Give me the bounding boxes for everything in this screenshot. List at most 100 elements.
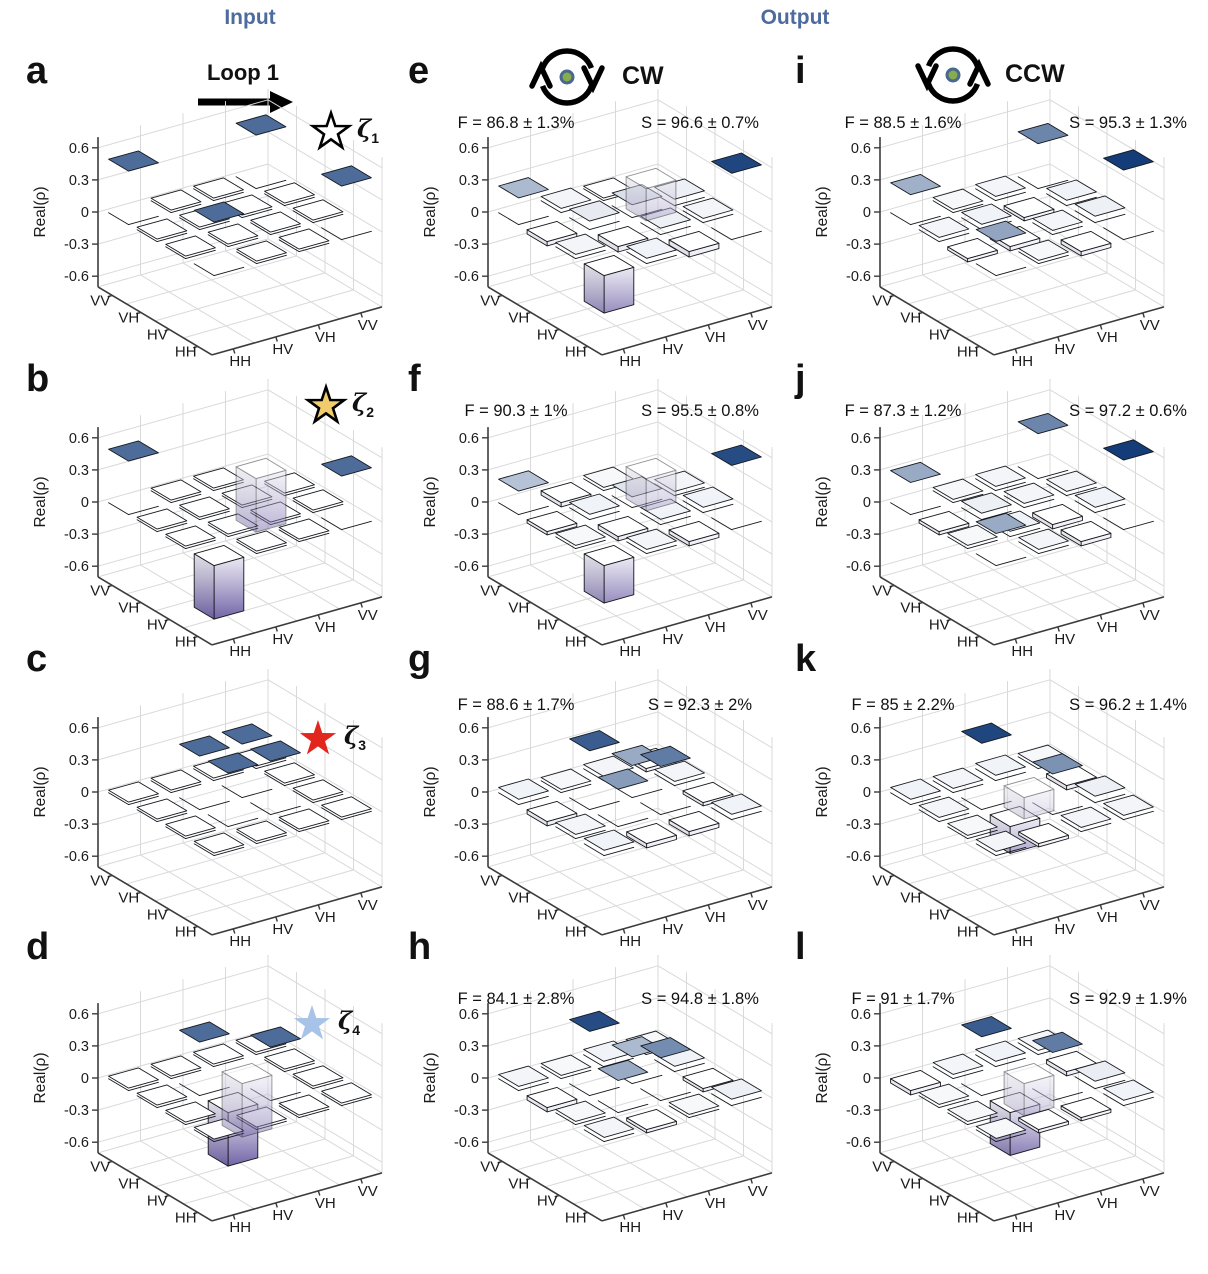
- svg-text:-0.6: -0.6: [64, 849, 89, 865]
- svg-text:VV: VV: [1140, 317, 1160, 334]
- similarity-label-i: S = 95.3 ± 1.3%: [1069, 114, 1187, 132]
- svg-text:HH: HH: [565, 923, 587, 940]
- svg-text:0: 0: [81, 205, 89, 221]
- svg-text:HH: HH: [229, 643, 251, 660]
- svg-text:Real(ρ): Real(ρ): [814, 186, 831, 237]
- svg-text:0.6: 0.6: [459, 721, 479, 737]
- tomography-chart-e: 0.6 0.3 0 -0.3 -0.6 HH HH HV HV VH VH VV VV Real(ρ): [422, 89, 773, 370]
- zeta-glyph: ζ: [338, 1006, 353, 1035]
- tomography-chart-d: 0.6 0.3 0 -0.3 -0.6 HH HH HV HV VH VH VV VV Real(ρ): [32, 955, 383, 1236]
- svg-text:Real(ρ): Real(ρ): [32, 476, 49, 527]
- svg-text:HH: HH: [175, 343, 197, 360]
- svg-text:VH: VH: [1097, 1195, 1118, 1212]
- svg-text:0.3: 0.3: [69, 1039, 89, 1055]
- svg-text:HV: HV: [537, 1192, 558, 1209]
- svg-text:0.3: 0.3: [69, 463, 89, 479]
- svg-text:-0.3: -0.3: [846, 817, 871, 833]
- tomography-chart-b: 0.6 0.3 0 -0.3 -0.6 HH HH HV HV VH VH VV VV Real(ρ): [32, 379, 383, 660]
- zeta-subscript: 3: [358, 736, 367, 753]
- svg-text:-0.6: -0.6: [846, 559, 871, 575]
- svg-text:Real(ρ): Real(ρ): [32, 1052, 49, 1103]
- svg-text:0: 0: [81, 785, 89, 801]
- svg-text:0.6: 0.6: [69, 141, 89, 157]
- svg-text:HV: HV: [147, 326, 168, 343]
- svg-text:-0.6: -0.6: [454, 1135, 479, 1151]
- svg-text:0.6: 0.6: [69, 431, 89, 447]
- svg-text:Real(ρ): Real(ρ): [422, 186, 439, 237]
- svg-text:VH: VH: [315, 619, 336, 636]
- svg-text:0: 0: [863, 205, 871, 221]
- svg-text:HH: HH: [619, 643, 641, 660]
- svg-text:VH: VH: [508, 889, 529, 906]
- svg-text:HV: HV: [929, 616, 950, 633]
- panel-letter-b: b: [26, 358, 50, 400]
- svg-text:HH: HH: [175, 923, 197, 940]
- tomography-chart-g: 0.6 0.3 0 -0.3 -0.6 HH HH HV HV VH VH VV VV Real(ρ): [422, 669, 773, 950]
- svg-text:VH: VH: [900, 1175, 921, 1192]
- svg-text:VH: VH: [118, 1175, 139, 1192]
- svg-text:VV: VV: [358, 317, 378, 334]
- svg-text:VV: VV: [90, 292, 110, 309]
- fidelity-label-j: F = 87.3 ± 1.2%: [844, 402, 962, 420]
- state-star-icon-d: [293, 1005, 331, 1040]
- svg-text:Real(ρ): Real(ρ): [814, 766, 831, 817]
- zeta-subscript: 1: [371, 129, 380, 146]
- svg-text:0.3: 0.3: [69, 753, 89, 769]
- svg-text:Real(ρ): Real(ρ): [32, 766, 49, 817]
- svg-text:HH: HH: [619, 933, 641, 950]
- svg-text:-0.6: -0.6: [64, 1135, 89, 1151]
- similarity-label-g: S = 92.3 ± 2%: [648, 696, 752, 714]
- svg-text:-0.3: -0.3: [454, 237, 479, 253]
- input-column-header: Input: [224, 6, 276, 29]
- similarity-label-k: S = 96.2 ± 1.4%: [1069, 696, 1187, 714]
- svg-text:HH: HH: [229, 933, 251, 950]
- svg-text:-0.6: -0.6: [846, 849, 871, 865]
- svg-text:-0.3: -0.3: [846, 527, 871, 543]
- svg-text:HV: HV: [272, 1207, 293, 1224]
- svg-text:VV: VV: [480, 582, 500, 599]
- svg-text:0.3: 0.3: [851, 463, 871, 479]
- svg-text:HH: HH: [619, 1219, 641, 1236]
- state-star-icon-c: [299, 720, 337, 755]
- state-star-icon-b: [303, 382, 349, 425]
- cw-label: CW: [622, 62, 664, 90]
- similarity-label-e: S = 96.6 ± 0.7%: [641, 114, 759, 132]
- svg-text:0.3: 0.3: [459, 173, 479, 189]
- svg-text:VH: VH: [900, 309, 921, 326]
- svg-text:0: 0: [863, 1071, 871, 1087]
- similarity-label-f: S = 95.5 ± 0.8%: [641, 402, 759, 420]
- svg-text:Real(ρ): Real(ρ): [32, 186, 49, 237]
- svg-text:0.3: 0.3: [851, 753, 871, 769]
- svg-text:VV: VV: [872, 872, 892, 889]
- svg-text:HV: HV: [272, 341, 293, 358]
- svg-text:0: 0: [471, 495, 479, 511]
- panel-letter-i: i: [795, 50, 806, 92]
- svg-text:VH: VH: [508, 1175, 529, 1192]
- svg-text:VH: VH: [705, 329, 726, 346]
- svg-text:VV: VV: [748, 897, 768, 914]
- svg-text:0.6: 0.6: [851, 1007, 871, 1023]
- svg-text:0.6: 0.6: [851, 721, 871, 737]
- panel-letter-l: l: [795, 926, 806, 968]
- svg-text:-0.3: -0.3: [64, 237, 89, 253]
- svg-text:VV: VV: [748, 1183, 768, 1200]
- svg-text:0: 0: [81, 495, 89, 511]
- svg-text:HV: HV: [662, 1207, 683, 1224]
- svg-text:Real(ρ): Real(ρ): [422, 476, 439, 527]
- tomography-chart-l: 0.6 0.3 0 -0.3 -0.6 HH HH HV HV VH VH VV VV Real(ρ): [814, 955, 1165, 1236]
- tomography-chart-i: 0.6 0.3 0 -0.3 -0.6 HH HH HV HV VH VH VV VV Real(ρ): [814, 89, 1165, 370]
- panel-letter-f: f: [408, 358, 421, 400]
- svg-text:-0.6: -0.6: [64, 559, 89, 575]
- tomography-chart-j: 0.6 0.3 0 -0.3 -0.6 HH HH HV HV VH VH VV VV Real(ρ): [814, 379, 1165, 660]
- svg-text:VV: VV: [1140, 1183, 1160, 1200]
- tomography-chart-c: 0.6 0.3 0 -0.3 -0.6 HH HH HV HV VH VH VV VV Real(ρ): [32, 669, 383, 950]
- svg-text:HV: HV: [662, 921, 683, 938]
- svg-text:HV: HV: [1054, 1207, 1075, 1224]
- svg-text:Real(ρ): Real(ρ): [422, 1052, 439, 1103]
- fidelity-label-e: F = 86.8 ± 1.3%: [457, 114, 575, 132]
- svg-text:VV: VV: [90, 1158, 110, 1175]
- fidelity-label-g: F = 88.6 ± 1.7%: [457, 696, 575, 714]
- svg-text:0: 0: [471, 785, 479, 801]
- svg-text:HV: HV: [147, 616, 168, 633]
- svg-text:VV: VV: [358, 1183, 378, 1200]
